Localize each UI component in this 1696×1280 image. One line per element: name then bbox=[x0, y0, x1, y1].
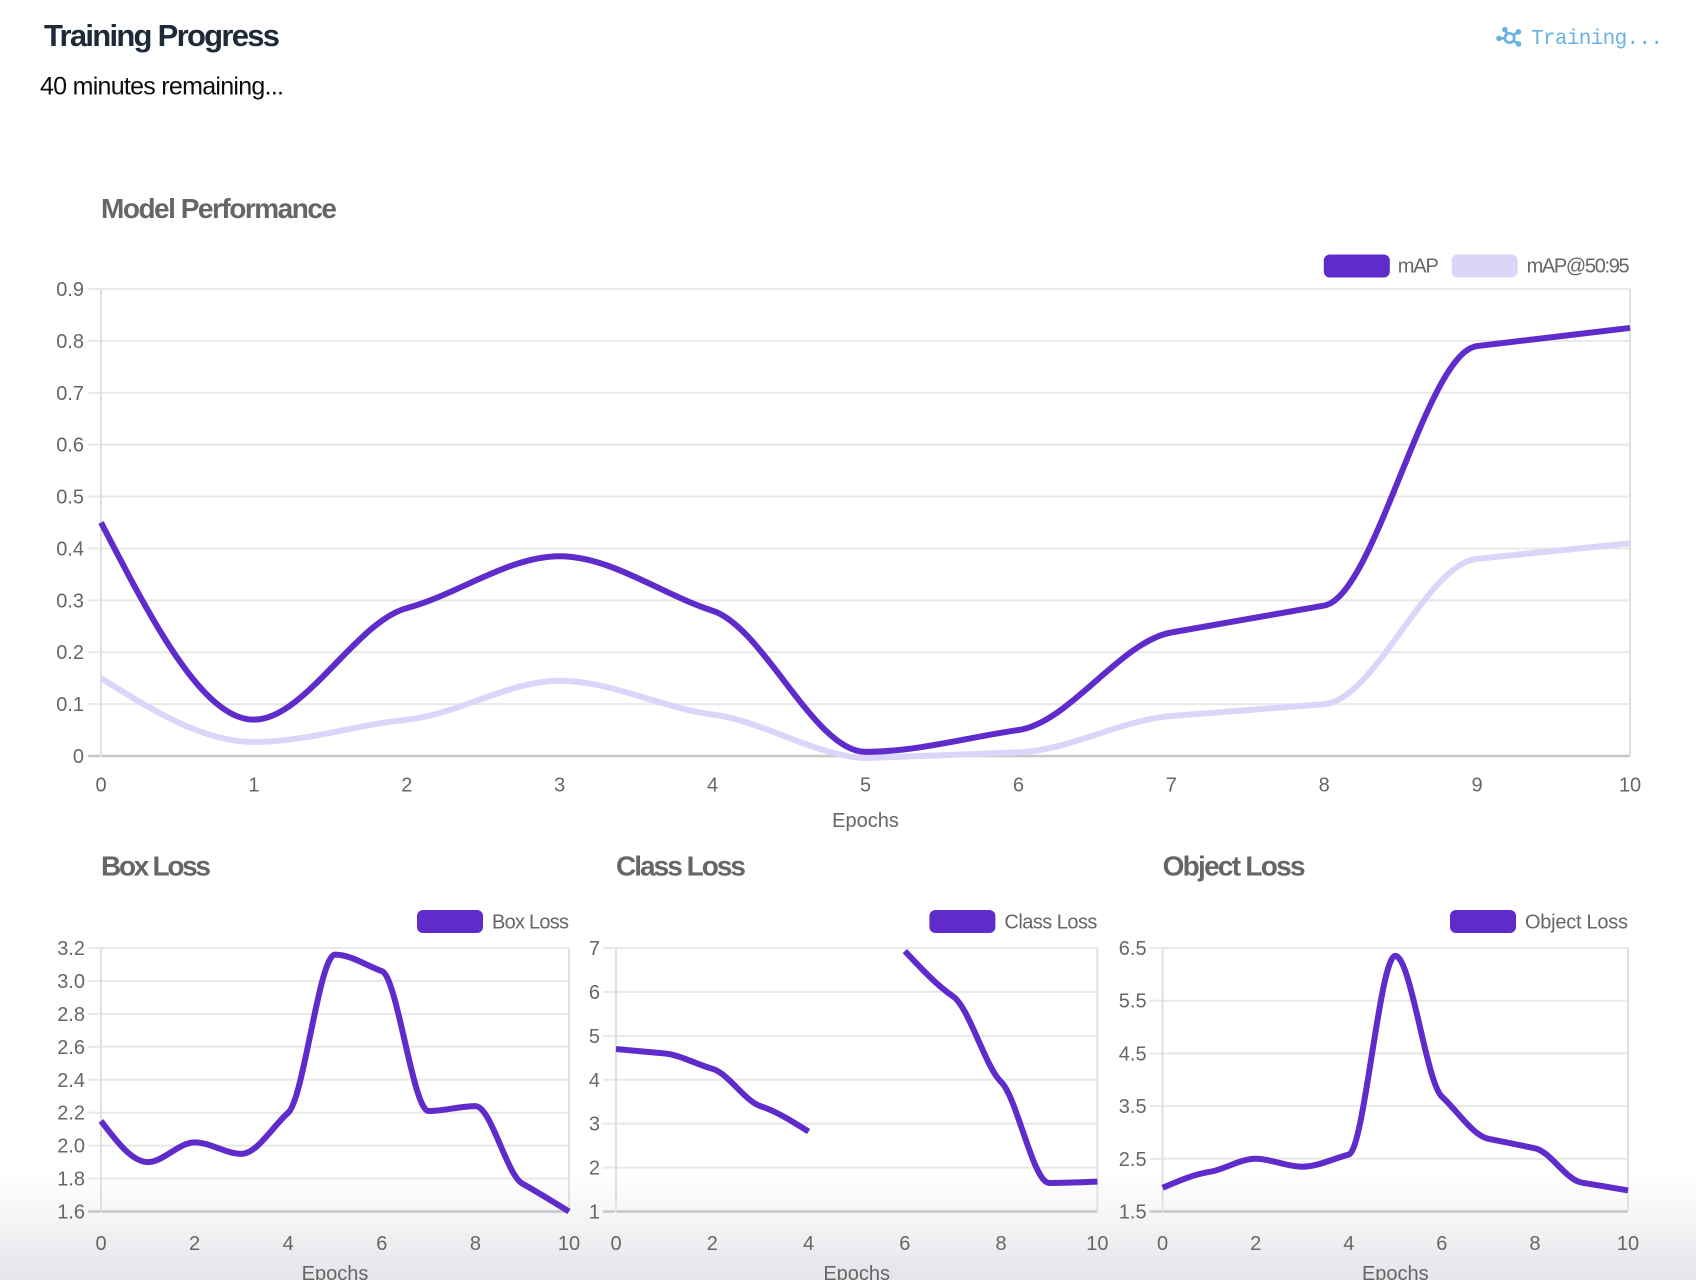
svg-text:4: 4 bbox=[803, 1233, 814, 1255]
svg-text:Object Loss: Object Loss bbox=[1163, 851, 1306, 882]
svg-text:0: 0 bbox=[610, 1233, 621, 1255]
svg-text:6: 6 bbox=[376, 1233, 387, 1255]
svg-text:0.9: 0.9 bbox=[56, 279, 84, 301]
svg-text:3.0: 3.0 bbox=[57, 971, 85, 993]
svg-text:6: 6 bbox=[899, 1233, 910, 1255]
svg-text:Epochs: Epochs bbox=[832, 810, 899, 832]
svg-text:Box Loss: Box Loss bbox=[492, 912, 569, 934]
svg-text:2.5: 2.5 bbox=[1119, 1149, 1147, 1171]
svg-text:10: 10 bbox=[1619, 775, 1641, 797]
svg-text:0.2: 0.2 bbox=[56, 642, 84, 664]
svg-text:Box Loss: Box Loss bbox=[101, 851, 211, 882]
svg-text:Class Loss: Class Loss bbox=[616, 851, 746, 882]
svg-text:Training Progress: Training Progress bbox=[44, 18, 280, 53]
svg-text:8: 8 bbox=[470, 1233, 481, 1255]
svg-text:2.8: 2.8 bbox=[57, 1004, 85, 1026]
svg-text:0: 0 bbox=[1157, 1233, 1168, 1255]
svg-text:0.4: 0.4 bbox=[56, 538, 84, 560]
svg-text:8: 8 bbox=[1319, 775, 1330, 797]
svg-text:5: 5 bbox=[589, 1026, 600, 1048]
svg-text:3.2: 3.2 bbox=[57, 938, 85, 960]
svg-text:4: 4 bbox=[589, 1070, 600, 1092]
svg-text:4: 4 bbox=[1343, 1233, 1354, 1255]
svg-text:2.4: 2.4 bbox=[57, 1070, 85, 1092]
svg-text:4: 4 bbox=[283, 1233, 294, 1255]
svg-text:2: 2 bbox=[1250, 1233, 1261, 1255]
svg-text:6: 6 bbox=[589, 982, 600, 1004]
svg-text:0: 0 bbox=[95, 1233, 106, 1255]
svg-text:0.1: 0.1 bbox=[56, 694, 84, 716]
svg-text:5: 5 bbox=[860, 775, 871, 797]
svg-text:1.6: 1.6 bbox=[57, 1202, 85, 1224]
svg-text:0.6: 0.6 bbox=[56, 435, 84, 457]
svg-text:40 minutes remaining...: 40 minutes remaining... bbox=[40, 73, 284, 101]
svg-text:0: 0 bbox=[95, 775, 106, 797]
svg-text:3.5: 3.5 bbox=[1119, 1096, 1147, 1118]
svg-text:1.8: 1.8 bbox=[57, 1169, 85, 1191]
svg-text:10: 10 bbox=[1086, 1233, 1108, 1255]
svg-text:10: 10 bbox=[558, 1233, 580, 1255]
svg-text:0: 0 bbox=[73, 746, 84, 768]
svg-text:mAP: mAP bbox=[1398, 256, 1439, 278]
svg-text:5.5: 5.5 bbox=[1119, 991, 1147, 1013]
svg-text:Training...: Training... bbox=[1531, 28, 1663, 51]
svg-text:3: 3 bbox=[554, 775, 565, 797]
svg-text:0.7: 0.7 bbox=[56, 383, 84, 405]
svg-text:6.5: 6.5 bbox=[1119, 938, 1147, 960]
svg-text:Epochs: Epochs bbox=[302, 1263, 369, 1280]
svg-text:mAP@50:95: mAP@50:95 bbox=[1527, 256, 1630, 278]
svg-text:2.0: 2.0 bbox=[57, 1136, 85, 1158]
svg-text:10: 10 bbox=[1617, 1233, 1639, 1255]
svg-text:2: 2 bbox=[589, 1158, 600, 1180]
svg-text:Object Loss: Object Loss bbox=[1525, 912, 1628, 934]
svg-text:8: 8 bbox=[996, 1233, 1007, 1255]
svg-text:6: 6 bbox=[1013, 775, 1024, 797]
svg-text:3: 3 bbox=[589, 1114, 600, 1136]
svg-text:0.3: 0.3 bbox=[56, 590, 84, 612]
svg-text:Class Loss: Class Loss bbox=[1004, 912, 1097, 934]
svg-text:1: 1 bbox=[589, 1202, 600, 1224]
svg-text:0.8: 0.8 bbox=[56, 331, 84, 353]
svg-text:Epochs: Epochs bbox=[1362, 1263, 1429, 1280]
svg-text:9: 9 bbox=[1472, 775, 1483, 797]
svg-text:6: 6 bbox=[1436, 1233, 1447, 1255]
svg-text:Model Performance: Model Performance bbox=[101, 193, 337, 224]
svg-text:1: 1 bbox=[248, 775, 259, 797]
svg-text:Epochs: Epochs bbox=[823, 1263, 890, 1280]
svg-text:2: 2 bbox=[401, 775, 412, 797]
svg-text:2: 2 bbox=[189, 1233, 200, 1255]
svg-text:4.5: 4.5 bbox=[1119, 1043, 1147, 1065]
svg-text:0.5: 0.5 bbox=[56, 487, 84, 509]
svg-text:2.2: 2.2 bbox=[57, 1103, 85, 1125]
svg-text:2: 2 bbox=[707, 1233, 718, 1255]
svg-text:7: 7 bbox=[1166, 775, 1177, 797]
svg-text:4: 4 bbox=[707, 775, 718, 797]
svg-text:1.5: 1.5 bbox=[1119, 1202, 1147, 1224]
svg-text:7: 7 bbox=[589, 938, 600, 960]
svg-text:2.6: 2.6 bbox=[57, 1037, 85, 1059]
svg-text:8: 8 bbox=[1529, 1233, 1540, 1255]
